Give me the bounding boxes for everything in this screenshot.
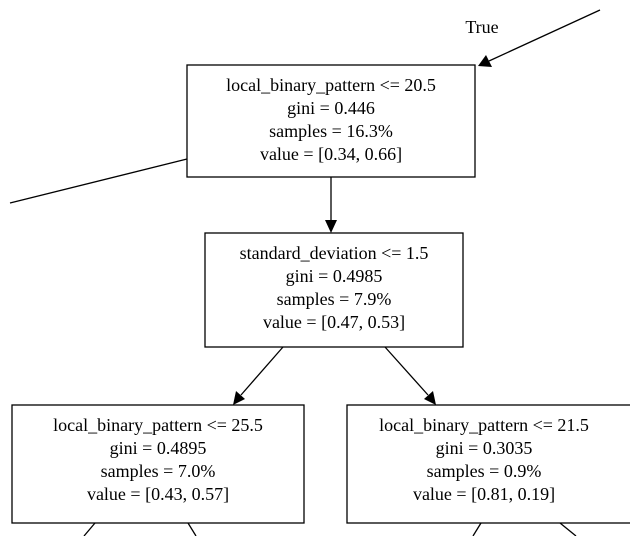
- node-text: value = [0.34, 0.66]: [260, 144, 402, 164]
- edge: [559, 522, 577, 536]
- arrow-head: [424, 391, 436, 405]
- tree-node: [11, 404, 305, 524]
- tree-node: [204, 232, 464, 348]
- node-text: gini = 0.446: [287, 98, 375, 118]
- tree-node: [186, 64, 476, 178]
- edge-label: True: [465, 17, 498, 37]
- edge: [488, 9, 601, 62]
- node-text: samples = 7.9%: [277, 289, 392, 309]
- node-text: value = [0.81, 0.19]: [413, 484, 555, 504]
- node-text: gini = 0.4985: [286, 266, 383, 286]
- edges: [9, 9, 601, 536]
- node-text: samples = 7.0%: [101, 461, 216, 481]
- edge: [240, 346, 284, 396]
- node-text: value = [0.43, 0.57]: [87, 484, 229, 504]
- arrow-head: [478, 55, 492, 67]
- node-text: gini = 0.4895: [110, 438, 207, 458]
- arrow-head: [233, 391, 245, 405]
- edge: [83, 522, 96, 536]
- node-text: local_binary_pattern <= 21.5: [379, 415, 589, 435]
- node-text: local_binary_pattern <= 25.5: [53, 415, 263, 435]
- arrow-head: [325, 220, 337, 233]
- node-text: standard_deviation <= 1.5: [240, 243, 429, 263]
- node-text: gini = 0.3035: [436, 438, 533, 458]
- node-text: samples = 0.9%: [427, 461, 542, 481]
- node-text: samples = 16.3%: [269, 121, 393, 141]
- node-text: value = [0.47, 0.53]: [263, 312, 405, 332]
- edge: [384, 346, 429, 396]
- edge: [9, 158, 188, 204]
- tree-node: [346, 404, 630, 524]
- node-text: local_binary_pattern <= 20.5: [226, 75, 436, 95]
- edge: [187, 522, 197, 536]
- edge: [472, 522, 482, 536]
- nodes: local_binary_pattern <= 20.5 gini = 0.446…: [11, 64, 630, 524]
